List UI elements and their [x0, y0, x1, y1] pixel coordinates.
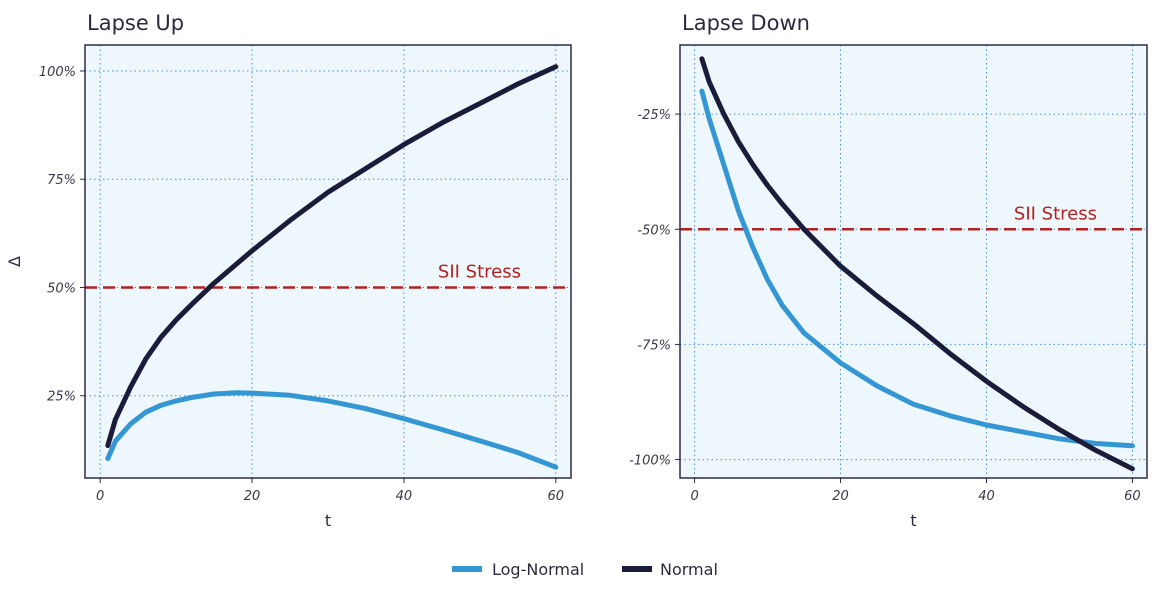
series-line-normal: [105, 64, 559, 448]
legend-label-log-normal: Log-Normal: [492, 560, 584, 579]
x-tick-label: 40: [978, 489, 995, 504]
plot-border: [679, 44, 1148, 479]
x-tick-label: 60: [1124, 489, 1141, 504]
series-line-log-normal: [105, 390, 559, 470]
x-tick-label: 60: [548, 489, 565, 504]
panel-title: Lapse Up: [87, 11, 184, 35]
x-axis-title: t: [910, 511, 916, 530]
series-line-normal: [699, 56, 1135, 472]
chart-panel-lapse-up: Lapse Up SII Stress 0 20 40 60 25% 50% 75% 100% t Δ: [5, 11, 572, 530]
y-tick-label: -100%: [629, 454, 671, 469]
y-tick-label: 75%: [47, 173, 76, 188]
x-axis-title: t: [325, 511, 331, 530]
x-tick-label: 20: [244, 489, 261, 504]
plot-border: [84, 44, 572, 479]
x-tick-label: 20: [832, 489, 849, 504]
reference-line-label: SII Stress: [1014, 203, 1097, 224]
x-tick-label: 0: [690, 489, 698, 504]
y-tick-label: 25%: [47, 390, 76, 405]
x-tick-label: 0: [96, 489, 104, 504]
y-tick-label: 100%: [39, 65, 76, 80]
legend: Log-Normal Normal: [452, 560, 718, 579]
series-line-log-normal: [699, 88, 1135, 449]
y-tick-label: -75%: [637, 338, 671, 353]
x-tick-label: 40: [396, 489, 413, 504]
y-tick-label: 50%: [47, 281, 76, 296]
panel-title: Lapse Down: [682, 11, 810, 35]
chart-panel-lapse-down: Lapse Down SII Stress 0 20 40 60 -100% -75% -50%…: [629, 11, 1148, 530]
reference-line-label: SII Stress: [438, 261, 521, 282]
y-tick-label: -50%: [637, 223, 671, 238]
y-tick-label: -25%: [637, 108, 671, 123]
y-axis-title: Δ: [5, 256, 24, 267]
plot-background: [680, 45, 1147, 478]
legend-label-normal: Normal: [660, 560, 718, 579]
